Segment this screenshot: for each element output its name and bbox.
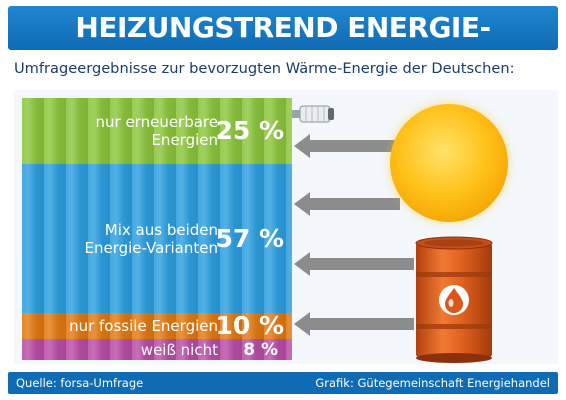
data-label: 8 % — [243, 340, 278, 360]
bar-label-line: nur fossile Energien — [69, 317, 218, 335]
bar-label: weiß nicht — [141, 341, 218, 359]
sun-icon — [390, 104, 508, 222]
arrow-shaft — [308, 258, 414, 270]
arrow-head — [294, 252, 310, 276]
title-bar: HEIZUNGSTREND ENERGIE-KOMBINATION — [8, 6, 558, 88]
radiator-ribs — [22, 164, 292, 313]
bar-label: Mix aus beiden Energie-Varianten — [84, 221, 218, 257]
radiator-ribs — [22, 339, 292, 360]
footer-source: Quelle: forsa-Umfrage — [16, 376, 144, 390]
bar-label-line: weiß nicht — [140, 341, 218, 359]
bar-label: nur erneuerbare Energien — [96, 113, 219, 149]
footer-credit: Grafik: Gütegemeinschaft Energiehandel — [315, 376, 550, 390]
arrow-shaft — [308, 318, 414, 330]
arrow-head — [294, 134, 310, 158]
arrow-head — [294, 312, 310, 336]
data-label: 10 % — [215, 313, 284, 339]
arrow-shaft — [308, 140, 400, 152]
arrow-shaft — [308, 198, 400, 210]
bar-segment-2: Mix aus beiden Energie-Varianten 57 % — [22, 164, 292, 313]
page-subtitle: Umfrageergebnisse zur bevorzugten Wärme-… — [14, 60, 515, 77]
radiator-stacked-bar-chart: nur erneuerbare Energien 25 % Mix aus beide… — [22, 98, 292, 360]
oil-barrel-icon — [415, 236, 493, 363]
bar-label-line: Energie-Varianten — [84, 239, 218, 257]
bar-segment-3: nur fossile Energien 10 % — [22, 313, 292, 339]
footer-bar: Quelle: forsa-Umfrage Grafik: Gütegemein… — [8, 372, 558, 394]
radiator-ribs — [22, 98, 292, 164]
bar-segment-1: nur erneuerbare Energien 25 % — [22, 98, 292, 164]
bar-label-line: Mix aus beiden — [104, 221, 218, 239]
data-label: 57 % — [215, 224, 284, 253]
bar-label: nur fossile Energien — [69, 317, 218, 335]
bar-label-line: Energien — [151, 131, 218, 149]
radiator-valve-icon — [292, 105, 334, 123]
radiator-ribs — [22, 313, 292, 339]
page-title: HEIZUNGSTREND ENERGIE-KOMBINATION — [75, 11, 491, 88]
bar-label-line: nur erneuerbare — [95, 113, 219, 131]
arrow-head — [294, 192, 310, 216]
bar-segment-4: weiß nicht 8 % — [22, 339, 292, 360]
data-label: 25 % — [215, 116, 284, 145]
